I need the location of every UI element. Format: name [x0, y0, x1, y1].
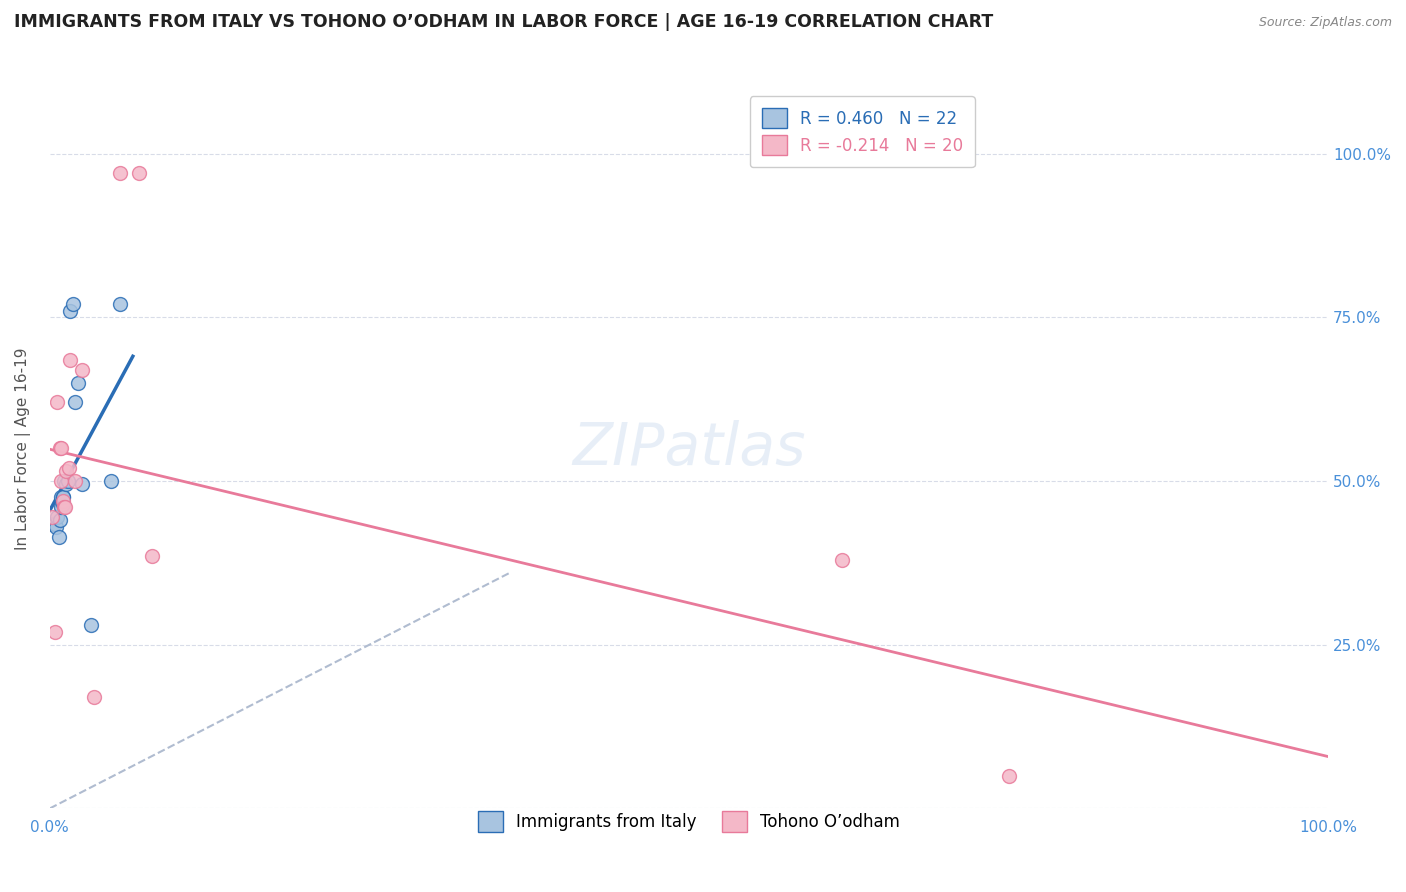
Point — [51, 491, 73, 505]
Point — [83, 690, 105, 705]
Point — [100, 474, 122, 488]
Point — [45, 520, 67, 534]
Point — [59, 303, 82, 318]
Point — [65, 395, 87, 409]
Point — [997, 769, 1019, 783]
Point — [51, 493, 73, 508]
Point — [62, 297, 84, 311]
Point — [55, 464, 77, 478]
Point — [58, 461, 80, 475]
Text: IMMIGRANTS FROM ITALY VS TOHONO O’ODHAM IN LABOR FORCE | AGE 16-19 CORRELATION C: IMMIGRANTS FROM ITALY VS TOHONO O’ODHAM … — [14, 13, 993, 31]
Point — [108, 297, 131, 311]
Legend: Immigrants from Italy, Tohono O’odham: Immigrants from Italy, Tohono O’odham — [467, 799, 911, 843]
Point — [59, 352, 82, 367]
Point — [41, 516, 63, 531]
Point — [831, 552, 853, 566]
Point — [51, 442, 73, 456]
Point — [141, 549, 163, 564]
Point — [49, 513, 72, 527]
Point — [56, 474, 79, 488]
Point — [46, 395, 69, 409]
Point — [52, 500, 75, 515]
Point — [65, 474, 87, 488]
Point — [44, 516, 66, 531]
Point — [70, 477, 93, 491]
Point — [53, 500, 76, 515]
Point — [51, 491, 73, 505]
Point — [51, 474, 73, 488]
Point — [70, 362, 93, 376]
Point — [46, 510, 69, 524]
Point — [52, 474, 75, 488]
Point — [48, 530, 70, 544]
Y-axis label: In Labor Force | Age 16-19: In Labor Force | Age 16-19 — [15, 347, 31, 549]
Point — [108, 166, 131, 180]
Point — [66, 376, 89, 390]
Point — [44, 624, 66, 639]
Point — [51, 500, 73, 515]
Point — [51, 497, 73, 511]
Text: ZIPatlas: ZIPatlas — [572, 420, 806, 477]
Point — [128, 166, 150, 180]
Point — [51, 491, 73, 505]
Point — [41, 510, 63, 524]
Point — [79, 618, 101, 632]
Point — [55, 477, 77, 491]
Text: Source: ZipAtlas.com: Source: ZipAtlas.com — [1258, 16, 1392, 29]
Point — [49, 442, 72, 456]
